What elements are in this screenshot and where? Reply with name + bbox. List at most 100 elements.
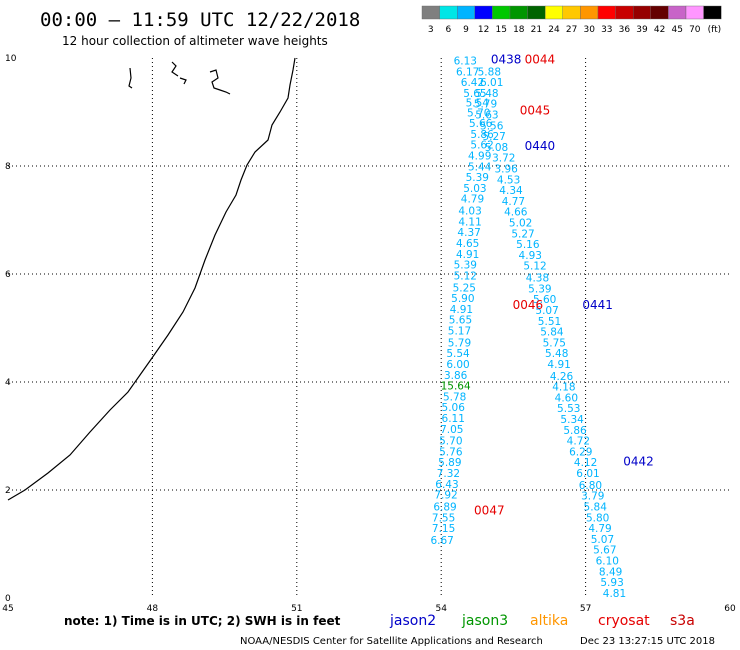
colorbar-label: 30: [583, 25, 595, 35]
wave-height-value: 5.62: [470, 140, 493, 152]
wave-height-value: 7.55: [432, 512, 455, 524]
wave-height-value: 4.91: [547, 359, 570, 371]
satellite-legend-item: jason3: [461, 613, 508, 629]
wave-height-value: 5.79: [448, 337, 471, 349]
colorbar-swatch: [703, 5, 722, 20]
wave-height-value: 4.99: [468, 151, 491, 163]
wave-height-value: 5.03: [463, 183, 486, 195]
colorbar-swatch: [457, 5, 476, 20]
map-gridlines: 45 48 51 54 57 60 0 2 4 6 8 10: [2, 54, 736, 614]
y-tick-label: 2: [5, 486, 11, 496]
colorbar-label: 12: [478, 25, 489, 35]
wave-height-value: 5.16: [516, 239, 540, 251]
wave-height-value: 5.54: [446, 348, 470, 360]
wave-height-value: 5.63: [475, 109, 498, 121]
wave-height-value: 4.18: [552, 382, 575, 394]
footer-credit: NOAA/NESDIS Center for Satellite Applica…: [240, 636, 543, 647]
wave-height-value: 5.07: [591, 534, 614, 546]
colorbar-label: 9: [463, 25, 469, 35]
wave-height-value: 5.79: [474, 99, 497, 111]
chart-title: 00:00 — 11:59 UTC 12/22/2018: [40, 9, 360, 31]
pass-time-label: 0441: [582, 298, 613, 312]
satellite-track-b: 5.886.015.485.795.635.565.275.083.723.96…: [474, 66, 626, 600]
wave-height-value: 5.34: [560, 414, 584, 426]
colorbar-label: 15: [495, 25, 506, 35]
wave-height-value: 6.43: [435, 479, 458, 491]
wave-height-value: 3.86: [444, 370, 468, 382]
x-tick-label: 60: [724, 604, 736, 614]
wave-height-value: 4.60: [555, 392, 578, 404]
wave-height-value: 5.65: [463, 88, 486, 100]
wave-height-value: 5.17: [448, 325, 471, 337]
wave-height-value: 5.27: [511, 228, 534, 240]
island-shape: [171, 61, 187, 85]
wave-height-value: 5.84: [540, 327, 564, 339]
wave-height-value: 4.53: [497, 174, 520, 186]
wave-height-value: 5.48: [545, 348, 568, 360]
wave-height-value: 4.11: [458, 216, 481, 228]
wave-height-value: 5.86: [563, 425, 587, 437]
wave-height-value: 5.60: [533, 294, 556, 306]
wave-height-value: 4.26: [550, 371, 574, 383]
wave-height-value: 7.15: [432, 523, 455, 535]
wave-height-value: 5.07: [535, 305, 558, 317]
colorbar-swatch: [650, 5, 669, 20]
footer-note: note: 1) Time is in UTC; 2) SWH is in fe…: [64, 614, 341, 628]
wave-height-value: 5.06: [442, 402, 466, 414]
island-shape: [209, 69, 231, 95]
colorbar-label: 3: [428, 25, 434, 35]
colorbar-swatch: [562, 5, 581, 20]
wave-height-value: 4.34: [499, 185, 523, 197]
wave-height-value: 6.00: [446, 359, 469, 371]
wave-height-value: 6.17: [456, 66, 479, 78]
colorbar-legend: 3 6 9 12 15 18 21 24 27 30 33 36 39 42 45 70 (ft): [421, 5, 722, 35]
pass-time-label: 0440: [525, 139, 556, 153]
wave-height-value: 6.80: [579, 480, 602, 492]
wave-height-value: 3.96: [494, 163, 518, 175]
colorbar-label: 6: [446, 25, 452, 35]
y-tick-label: 0: [5, 594, 11, 604]
wave-height-value: 6.89: [433, 502, 456, 514]
wave-height-value: 4.81: [603, 588, 626, 600]
colorbar-swatch: [597, 5, 616, 20]
pass-time-label: 0442: [623, 455, 654, 469]
wave-height-value: 5.08: [485, 142, 508, 154]
colorbar-label: 18: [513, 25, 525, 35]
x-tick-label: 48: [147, 604, 159, 614]
wave-height-value: 3.79: [581, 491, 604, 503]
pass-time-label: 0046: [513, 298, 544, 312]
colorbar-label: 45: [671, 25, 682, 35]
wave-height-value: 5.44: [468, 161, 492, 173]
satellite-track-a: 6.136.176.425.655.545.705.665.865.624.99…: [430, 55, 494, 547]
colorbar-swatch: [545, 5, 564, 20]
wave-height-value: 4.65: [456, 238, 479, 250]
x-tick-label: 51: [291, 604, 302, 614]
pass-time-label: 0438: [491, 52, 522, 66]
colorbar-label: 33: [601, 25, 612, 35]
wave-height-value: 5.89: [438, 457, 461, 469]
colorbar-swatch: [421, 5, 440, 20]
wave-height-value: 3.72: [492, 153, 515, 165]
wave-height-value: 8.49: [599, 566, 622, 578]
wave-height-value: 7.32: [437, 468, 460, 480]
wave-height-value: 5.12: [523, 261, 546, 273]
wave-height-value: 5.75: [543, 337, 566, 349]
y-tick-label: 4: [5, 378, 11, 388]
x-tick-label: 45: [2, 604, 13, 614]
wave-height-value: 4.38: [526, 273, 549, 285]
y-tick-label: 10: [5, 54, 17, 64]
wave-height-value: 5.12: [454, 270, 477, 282]
wave-height-value: 5.39: [454, 260, 477, 272]
wave-height-value: 6.11: [442, 413, 465, 425]
wave-height-value: 5.39: [466, 172, 489, 184]
pass-time-label: 0047: [474, 503, 505, 517]
wave-height-value: 4.12: [574, 457, 597, 469]
colorbar-swatch: [685, 5, 704, 20]
coastline: [7, 57, 296, 501]
wave-height-value: 5.67: [593, 545, 616, 557]
satellite-legend: jason2 jason3 altika cryosat s3a: [389, 613, 695, 629]
wave-height-value: 4.91: [456, 249, 479, 261]
colorbar-swatch: [509, 5, 528, 20]
wave-height-value: 4.93: [519, 250, 542, 262]
